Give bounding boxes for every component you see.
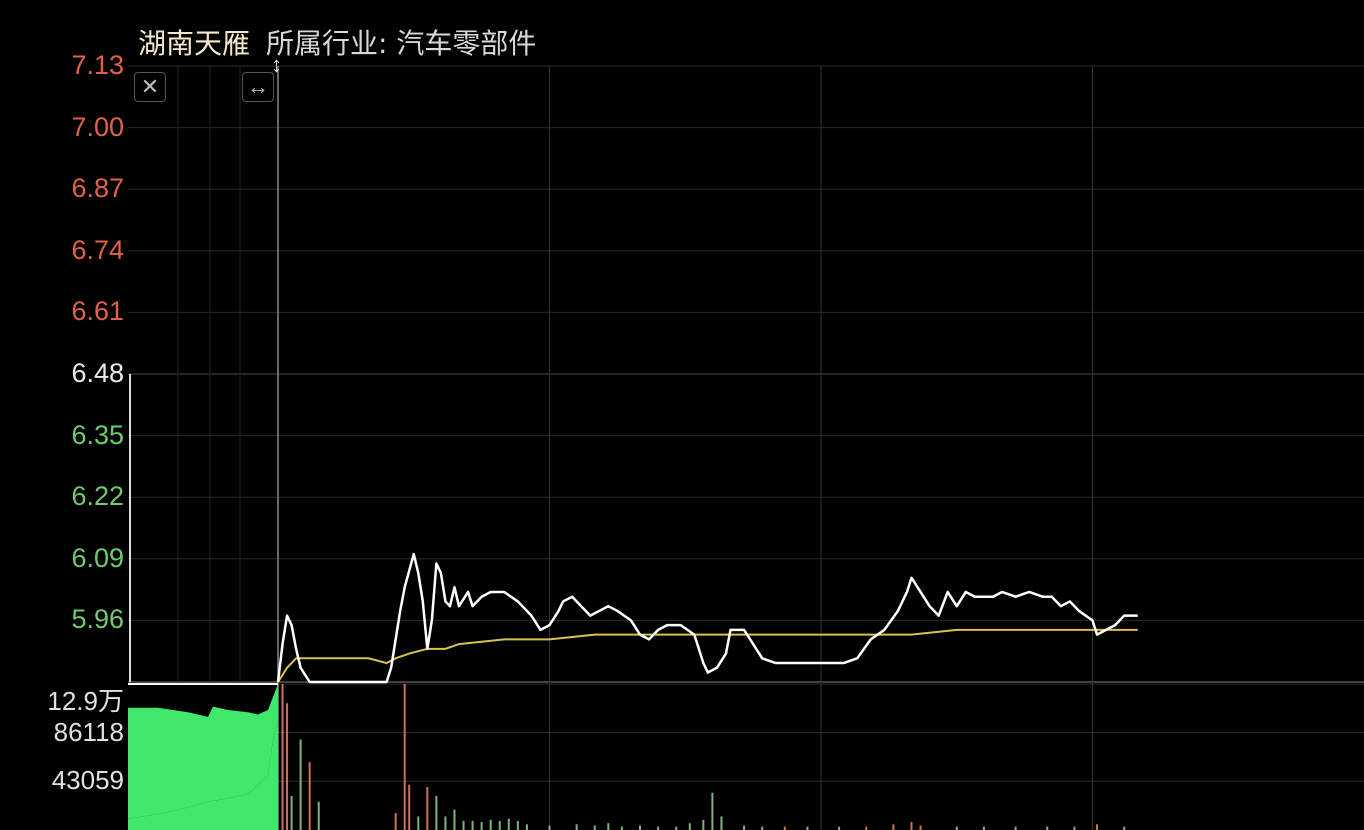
price-tick-label: 5.96 [71, 604, 124, 635]
price-tick-label: 6.35 [71, 419, 124, 450]
horizontal-resize-icon[interactable]: ↔ [242, 72, 274, 102]
volume-tick-label: 86118 [53, 716, 124, 747]
auction-volume-base [128, 719, 278, 830]
price-tick-label: 6.09 [71, 542, 124, 573]
price-tick-label: 6.74 [71, 234, 124, 265]
price-tick-label: 7.13 [71, 50, 124, 80]
auction-volume-area [128, 684, 278, 819]
close-icon[interactable]: ✕ [134, 72, 166, 102]
price-tick-label: 7.00 [71, 111, 124, 142]
price-tick-label: 6.61 [71, 296, 124, 327]
volume-tick-label: 12.9万 [47, 686, 124, 716]
chart-header: 湖南天雁 所属行业: 汽车零部件 [138, 22, 536, 62]
stock-name[interactable]: 湖南天雁 [138, 27, 251, 60]
vertical-drag-icon[interactable]: ↕ [271, 52, 282, 77]
price-tick-label: 6.22 [71, 481, 124, 512]
industry-label: 所属行业: 汽车零部件 [266, 27, 537, 60]
price-tick-label: 6.87 [71, 173, 124, 204]
volume-tick-label: 43059 [51, 765, 124, 796]
price-tick-label: 6.48 [71, 358, 124, 388]
price-line [276, 552, 1138, 684]
average-price-line [277, 628, 1138, 683]
